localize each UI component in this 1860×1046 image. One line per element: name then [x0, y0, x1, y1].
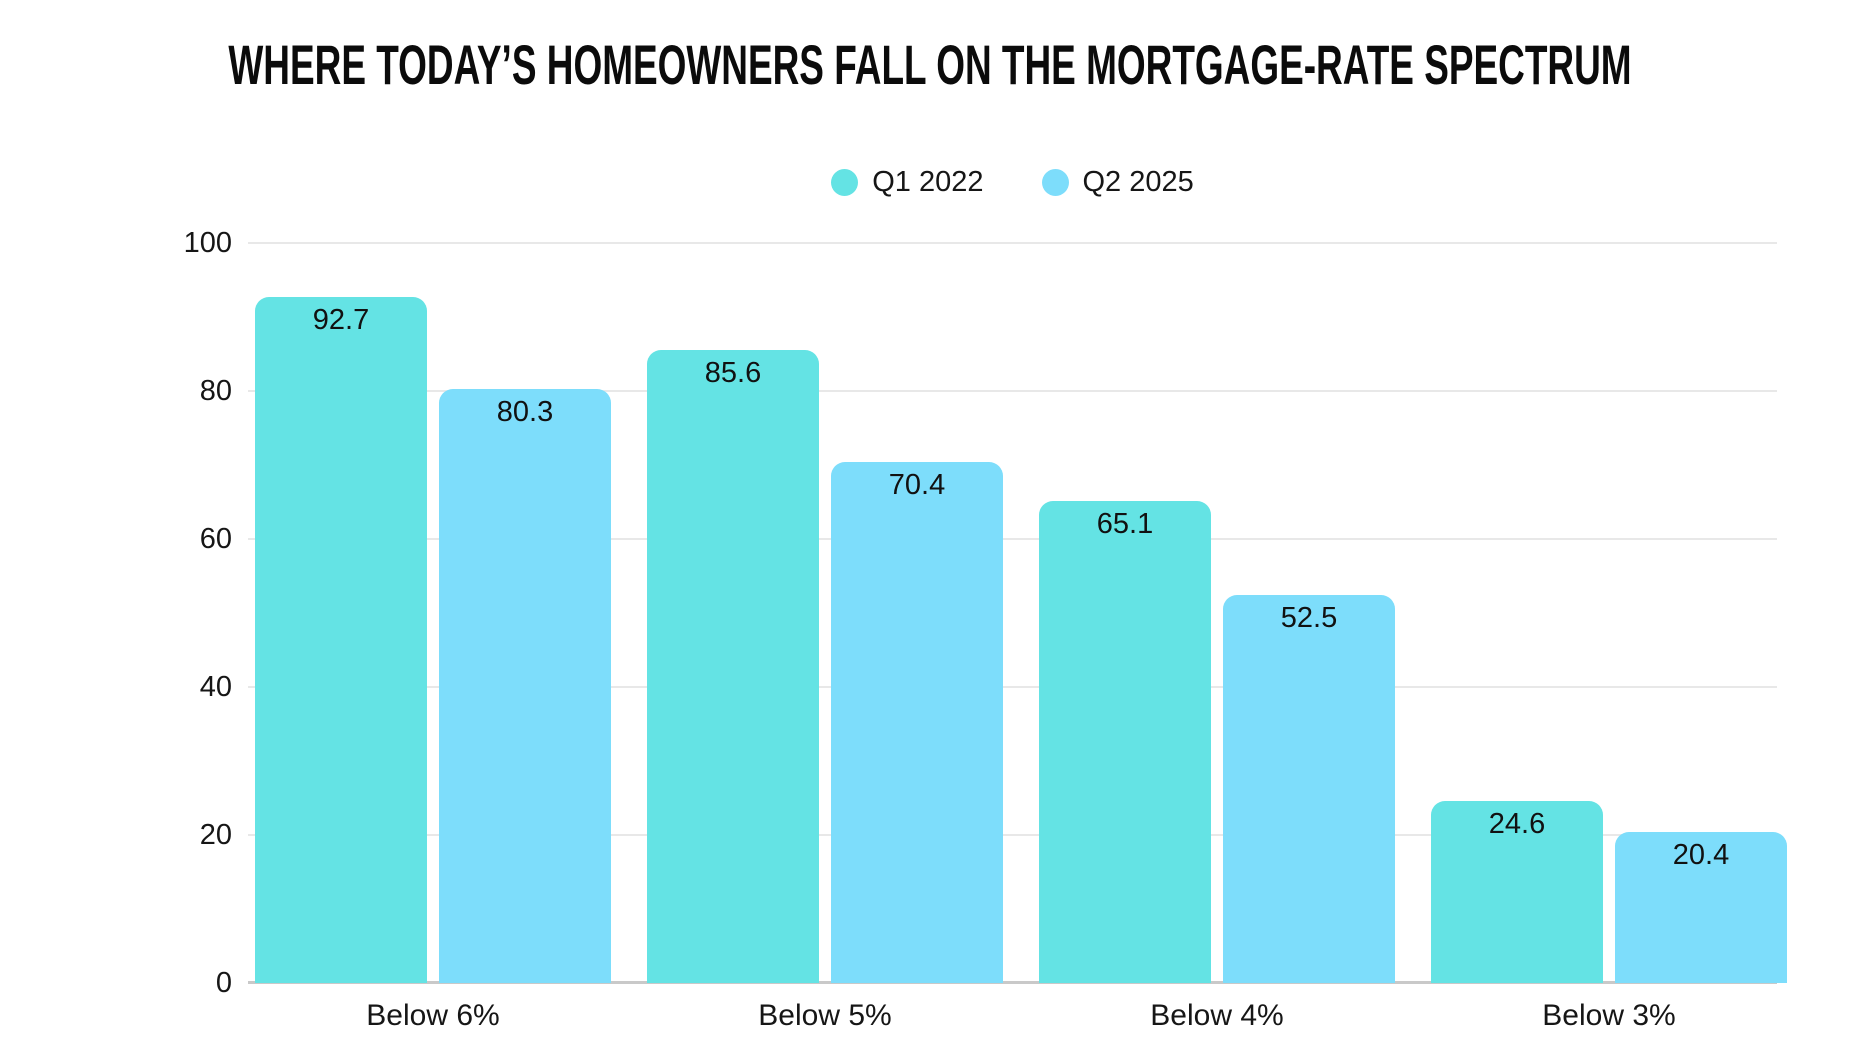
x-axis-label: Below 4% — [1150, 999, 1284, 1032]
gridline — [248, 390, 1777, 392]
gridline — [248, 834, 1777, 836]
chart-title: WHERE TODAY’S HOMEOWNERS FALL ON THE MOR… — [228, 33, 1632, 96]
x-axis-label: Below 5% — [758, 999, 892, 1032]
y-tick-label: 80 — [199, 375, 232, 407]
x-axis-line — [248, 981, 1777, 984]
bar-value-label: 92.7 — [312, 304, 370, 337]
bar-q2-2025: 20.4 — [1615, 832, 1787, 983]
bar-q1-2022: 85.6 — [647, 349, 819, 983]
y-tick-label: 20 — [199, 819, 232, 851]
legend-swatch-icon — [1041, 169, 1069, 196]
legend-swatch-icon — [831, 169, 859, 196]
bar-q1-2022: 92.7 — [255, 297, 427, 983]
gridline — [248, 686, 1777, 688]
y-tick-label: 100 — [183, 227, 232, 259]
bar-value-label: 20.4 — [1672, 839, 1730, 872]
x-axis-label: Below 6% — [366, 999, 500, 1032]
bar-q1-2022: 24.6 — [1431, 800, 1603, 983]
legend-item: Q2 2025 — [1041, 166, 1194, 198]
y-tick-label: 40 — [199, 671, 232, 703]
title-wrap: WHERE TODAY’S HOMEOWNERS FALL ON THE MOR… — [0, 34, 1860, 96]
gridline — [248, 242, 1777, 244]
bar-value-label: 52.5 — [1280, 601, 1338, 634]
bar-q2-2025: 80.3 — [439, 388, 611, 983]
bar-value-label: 85.6 — [704, 356, 762, 389]
bar-q2-2025: 52.5 — [1223, 594, 1395, 983]
legend-label: Q1 2022 — [872, 166, 984, 198]
bar-value-label: 70.4 — [888, 469, 946, 502]
bar-value-label: 65.1 — [1096, 508, 1154, 541]
x-axis-label: Below 3% — [1542, 999, 1676, 1032]
plot-area: 0 20 40 60 80 100 92.7 80.3 Below 6% 85.6 70.4 Belo… — [184, 227, 1787, 1031]
y-tick-label: 60 — [199, 523, 232, 555]
bar-value-label: 80.3 — [496, 395, 554, 428]
bar-value-label: 24.6 — [1488, 807, 1546, 840]
y-tick-label: 0 — [215, 967, 232, 999]
gridline — [248, 538, 1777, 540]
legend: Q1 2022 Q2 2025 — [248, 168, 1777, 197]
bar-q2-2025: 70.4 — [831, 462, 1003, 983]
legend-label: Q2 2025 — [1082, 166, 1194, 198]
bar-q1-2022: 65.1 — [1039, 501, 1211, 983]
legend-item: Q1 2022 — [831, 166, 984, 198]
